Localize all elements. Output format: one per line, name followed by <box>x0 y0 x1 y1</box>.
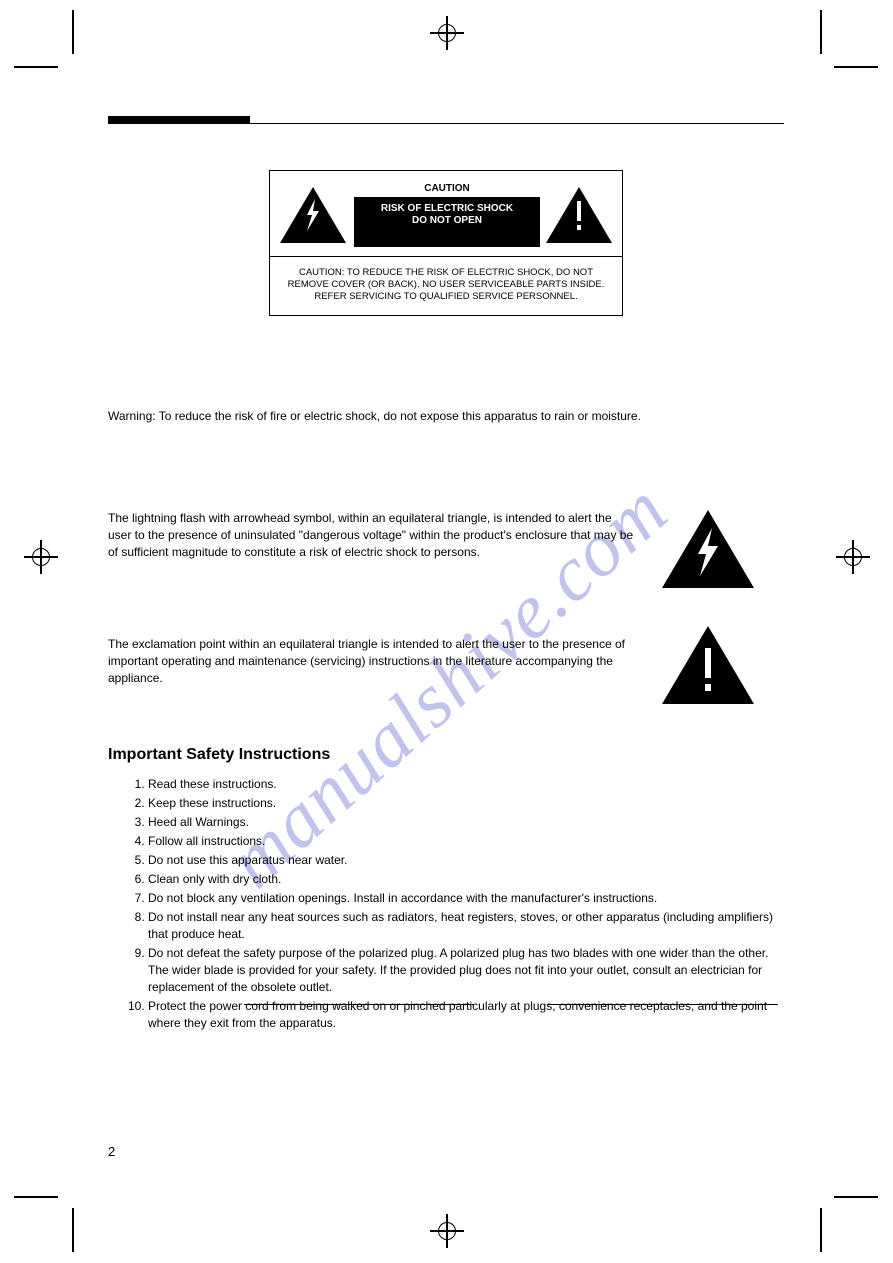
lightning-bolt-icon <box>690 526 726 580</box>
registration-mark <box>430 1214 464 1248</box>
caution-risk-line-2: DO NOT OPEN <box>354 215 540 227</box>
safety-item: Read these instructions. <box>148 776 784 793</box>
crop-mark <box>14 66 58 68</box>
caution-label: CAUTION <box>354 181 540 197</box>
page-number: 2 <box>108 1144 115 1159</box>
safety-item: Clean only with dry cloth. <box>148 871 784 888</box>
safety-item: Do not defeat the safety purpose of the … <box>148 945 784 996</box>
crop-mark <box>820 10 822 54</box>
exclamation-icon <box>573 195 585 235</box>
crop-mark <box>72 1208 74 1252</box>
caution-risk-line-1: RISK OF ELECTRIC SHOCK <box>354 203 540 215</box>
crop-mark <box>72 10 74 54</box>
safety-heading: Important Safety Instructions <box>108 746 784 763</box>
lightning-triangle-icon <box>662 510 754 588</box>
safety-item: Do not use this apparatus near water. <box>148 852 784 869</box>
exclamation-triangle-icon <box>662 626 754 704</box>
crop-mark <box>14 1196 58 1198</box>
caution-top: CAUTION RISK OF ELECTRIC SHOCK DO NOT OP… <box>270 171 622 257</box>
warning-text: Warning: To reduce the risk of fire or e… <box>108 408 784 425</box>
exclamation-icon <box>700 642 716 698</box>
safety-item: Do not block any ventilation openings. I… <box>148 890 784 907</box>
crop-mark <box>834 66 878 68</box>
crop-mark <box>834 1196 878 1198</box>
registration-mark <box>24 540 58 574</box>
lightning-triangle-small-icon <box>280 187 346 243</box>
crop-mark <box>820 1208 822 1252</box>
exclamation-paragraph: The exclamation point within an equilate… <box>108 636 638 687</box>
safety-item: Do not install near any heat sources suc… <box>148 909 784 943</box>
safety-item: Heed all Warnings. <box>148 814 784 831</box>
fold-rule <box>244 1004 474 1005</box>
registration-mark <box>836 540 870 574</box>
lightning-paragraph: The lightning flash with arrowhead symbo… <box>108 510 638 561</box>
safety-item: Keep these instructions. <box>148 795 784 812</box>
caution-risk-text: RISK OF ELECTRIC SHOCK DO NOT OPEN <box>354 197 540 227</box>
safety-list: Read these instructions. Keep these instr… <box>128 776 784 1034</box>
fold-rule <box>548 1004 778 1005</box>
exclamation-triangle-small-icon <box>546 187 612 243</box>
safety-item: Follow all instructions. <box>148 833 784 850</box>
caution-box: CAUTION RISK OF ELECTRIC SHOCK DO NOT OP… <box>269 170 623 316</box>
caution-bottom-text: CAUTION: TO REDUCE THE RISK OF ELECTRIC … <box>270 257 622 315</box>
registration-mark <box>430 16 464 50</box>
lightning-bolt-icon <box>301 197 325 235</box>
header-rule <box>108 123 784 124</box>
